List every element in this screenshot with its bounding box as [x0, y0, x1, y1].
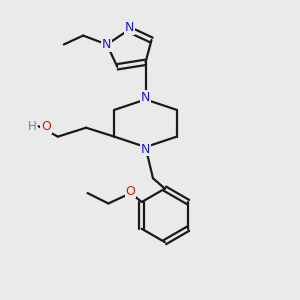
Text: N: N	[141, 91, 150, 104]
Text: N: N	[124, 21, 134, 34]
Text: O: O	[126, 184, 136, 197]
Text: O: O	[41, 120, 51, 133]
Text: N: N	[141, 142, 150, 156]
Text: H: H	[28, 120, 36, 133]
Text: N: N	[102, 38, 112, 51]
